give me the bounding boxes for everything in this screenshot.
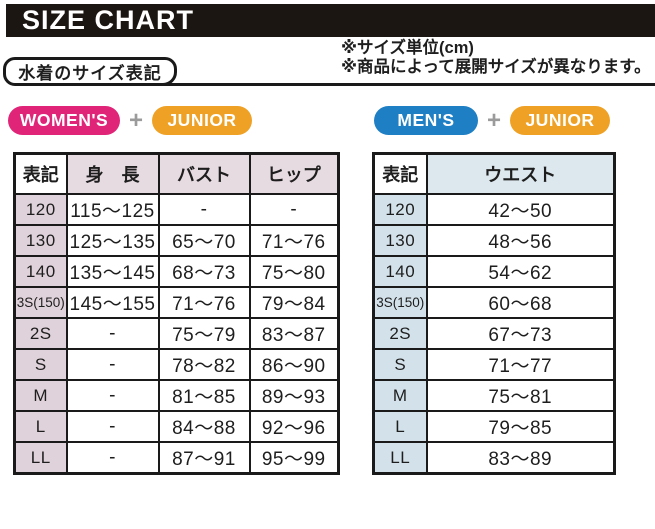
size-value-cell: 87～91 — [157, 441, 251, 475]
size-value-cell: 65～70 — [157, 224, 251, 257]
table-row: 2S -75～79 83～87 — [13, 317, 340, 350]
size-label-cell: 120 — [13, 193, 68, 226]
size-value-cell: 42～50 — [425, 193, 616, 226]
size-label-cell: 120 — [372, 193, 428, 226]
size-value-cell: 54～62 — [425, 255, 616, 288]
size-value-cell: 125～135 — [65, 224, 160, 257]
column-header: 身 長 — [65, 152, 160, 195]
notes-block: ※サイズ単位(cm) ※商品によって展開サイズが異なります。 — [341, 39, 651, 77]
size-label-cell: L — [372, 410, 428, 443]
table-row: LL -87～91 95～99 — [13, 441, 340, 475]
mens-badge: MEN'S — [374, 106, 478, 135]
size-label-cell: LL — [372, 441, 428, 475]
table-row: L -84～88 92～96 — [13, 410, 340, 443]
table-row: LL 83～89 — [372, 441, 616, 475]
size-value-cell: 71～76 — [157, 286, 251, 319]
size-value-cell: 92～96 — [248, 410, 340, 443]
table-row: 2S 67～73 — [372, 317, 616, 350]
table-row: 120 115～125- - — [13, 193, 340, 226]
womens-size-table: 表記身 長バスト ヒップ 120 115～125- -130 125～135 65～70 7… — [13, 152, 340, 475]
plus-sign: + — [129, 107, 144, 134]
size-label-cell: LL — [13, 441, 68, 475]
size-value-cell: - — [157, 193, 251, 226]
size-value-cell: - — [65, 441, 160, 475]
size-value-cell: 67～73 — [425, 317, 616, 350]
size-value-cell: - — [248, 193, 340, 226]
size-label-cell: 130 — [372, 224, 428, 257]
table-row: 3S(150) 60～68 — [372, 286, 616, 319]
table-row: 140 135～145 68～73 75～80 — [13, 255, 340, 288]
size-label-cell: S — [372, 348, 428, 381]
title-bar: SIZE CHART — [6, 4, 655, 37]
mens-size-table: 表記 ウエスト 120 42～50 130 48～56 140 54～62 3S(150) 60… — [372, 152, 616, 475]
column-header: バスト — [157, 152, 251, 195]
plus-sign: + — [487, 107, 502, 134]
table-row: S -78～82 86～90 — [13, 348, 340, 381]
womens-header-row: 表記身 長バスト ヒップ — [13, 152, 340, 195]
size-value-cell: 115～125 — [65, 193, 160, 226]
size-label-cell: 140 — [372, 255, 428, 288]
size-value-cell: 95～99 — [248, 441, 340, 475]
size-value-cell: 79～84 — [248, 286, 340, 319]
size-value-cell: 89～93 — [248, 379, 340, 412]
size-label-cell: 140 — [13, 255, 68, 288]
size-value-cell: - — [65, 317, 160, 350]
junior-badge: JUNIOR — [152, 106, 253, 135]
size-label-cell: L — [13, 410, 68, 443]
column-header: 表記 — [372, 152, 428, 195]
size-value-cell: 60～68 — [425, 286, 616, 319]
page-title: SIZE CHART — [22, 5, 194, 35]
womens-badge: WOMEN'S — [8, 106, 120, 135]
size-value-cell: 81～85 — [157, 379, 251, 412]
size-label-cell: 2S — [372, 317, 428, 350]
note-size-unit: ※サイズ単位(cm) — [341, 39, 474, 57]
section-label-text: 水着のサイズ表記 — [18, 64, 162, 83]
table-row: 120 42～50 — [372, 193, 616, 226]
size-value-cell: - — [65, 379, 160, 412]
column-header: 表記 — [13, 152, 68, 195]
column-header: ウエスト — [425, 152, 616, 195]
junior-badge: JUNIOR — [510, 106, 611, 135]
table-row: S 71～77 — [372, 348, 616, 381]
table-row: L 79～85 — [372, 410, 616, 443]
mens-badge-group: MEN'S + JUNIOR — [374, 106, 611, 135]
column-header: ヒップ — [248, 152, 340, 195]
table-row: 130 125～135 65～70 71～76 — [13, 224, 340, 257]
size-value-cell: 48～56 — [425, 224, 616, 257]
size-value-cell: 75～79 — [157, 317, 251, 350]
size-value-cell: 75～80 — [248, 255, 340, 288]
size-label-cell: 130 — [13, 224, 68, 257]
size-value-cell: 71～77 — [425, 348, 616, 381]
size-label-cell: M — [372, 379, 428, 412]
size-label-cell: 3S(150) — [372, 286, 428, 319]
table-row: M -81～85 89～93 — [13, 379, 340, 412]
size-value-cell: 135～145 — [65, 255, 160, 288]
size-value-cell: 78～82 — [157, 348, 251, 381]
table-row: 140 54～62 — [372, 255, 616, 288]
size-value-cell: 84～88 — [157, 410, 251, 443]
size-value-cell: - — [65, 348, 160, 381]
mens-header-row: 表記 ウエスト — [372, 152, 616, 195]
size-label-cell: 3S(150) — [13, 286, 68, 319]
size-value-cell: 71～76 — [248, 224, 340, 257]
size-value-cell: 79～85 — [425, 410, 616, 443]
size-value-cell: 68～73 — [157, 255, 251, 288]
divider-line — [160, 83, 655, 86]
size-label-cell: 2S — [13, 317, 68, 350]
size-value-cell: 83～87 — [248, 317, 340, 350]
size-label-cell: S — [13, 348, 68, 381]
table-row: 130 48～56 — [372, 224, 616, 257]
womens-badge-group: WOMEN'S + JUNIOR — [8, 106, 253, 135]
table-row: 3S(150) 145～155 71～76 79～84 — [13, 286, 340, 319]
size-value-cell: 86～90 — [248, 348, 340, 381]
table-row: M 75～81 — [372, 379, 616, 412]
size-value-cell: - — [65, 410, 160, 443]
note-size-range: ※商品によって展開サイズが異なります。 — [341, 58, 651, 76]
section-label: 水着のサイズ表記 — [3, 57, 177, 86]
size-value-cell: 145～155 — [65, 286, 160, 319]
size-value-cell: 83～89 — [425, 441, 616, 475]
size-label-cell: M — [13, 379, 68, 412]
size-value-cell: 75～81 — [425, 379, 616, 412]
